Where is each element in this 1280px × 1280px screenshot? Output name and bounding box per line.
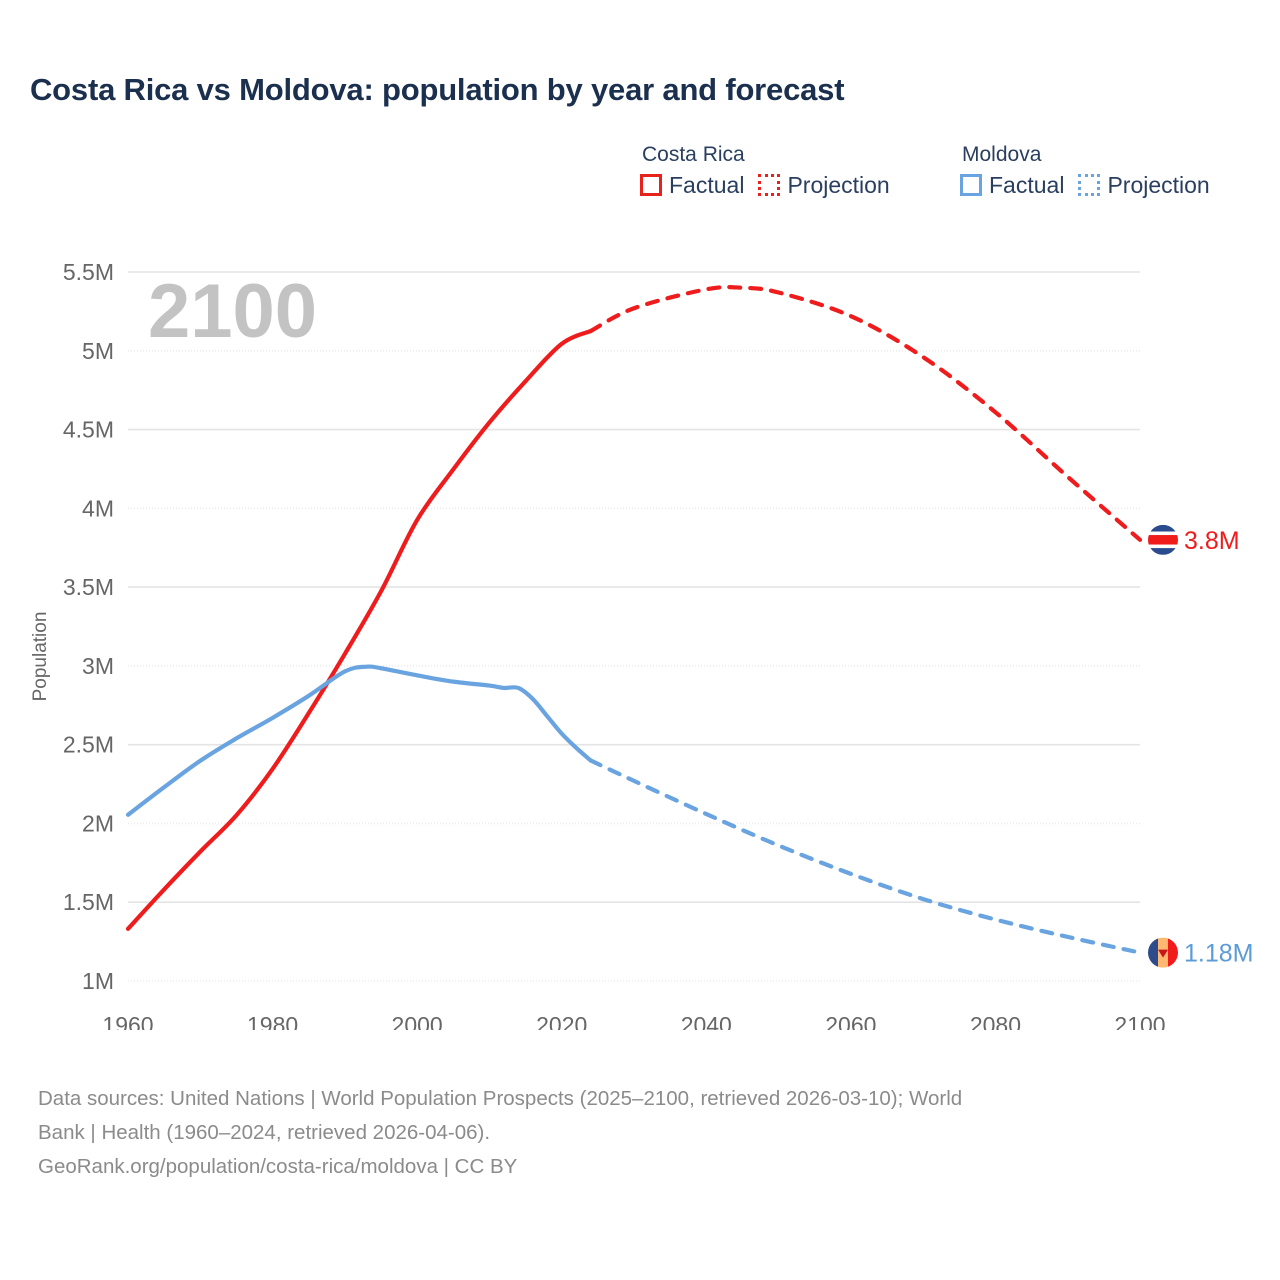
end-label-moldova: 1.18M xyxy=(1184,940,1253,968)
year-watermark: 2100 xyxy=(148,269,317,354)
footer-line-1: Data sources: United Nations | World Pop… xyxy=(38,1087,963,1110)
legend-item-label: Projection xyxy=(1107,172,1210,198)
y-tick-label: 3M xyxy=(82,653,114,679)
legend-group-moldova: Moldova Factual Projection xyxy=(960,142,1260,198)
chart-series-lines xyxy=(125,284,1143,955)
x-tick-label: 1980 xyxy=(247,1012,298,1030)
legend-item-costa-rica-projection[interactable]: Projection xyxy=(758,172,890,198)
costa-rica-flag-icon xyxy=(1148,524,1178,555)
legend-swatch-solid-icon xyxy=(640,174,662,196)
footer-line-3: GeoRank.org/population/costa-rica/moldov… xyxy=(38,1155,518,1178)
legend-item-moldova-factual[interactable]: Factual xyxy=(960,172,1064,198)
footer-line-2: Bank | Health (1960–2024, retrieved 2026… xyxy=(38,1121,491,1144)
y-tick-label: 3.5M xyxy=(63,574,114,600)
end-label-costa-rica: 3.8M xyxy=(1184,527,1240,555)
page-title: Costa Rica vs Moldova: population by yea… xyxy=(30,72,845,107)
y-axis-title: Population xyxy=(30,612,51,702)
x-tick-label: 2040 xyxy=(681,1012,732,1030)
legend-group-title: Costa Rica xyxy=(642,143,745,166)
y-tick-label: 4.5M xyxy=(63,417,114,443)
chart-legend: Costa Rica Factual Projection Moldova Fa… xyxy=(640,142,1260,198)
series-line-costa-rica-factual xyxy=(125,328,593,931)
legend-swatch-dotted-icon xyxy=(758,174,781,196)
chart-plot-area: 1M 1.5M 2M 2.5M 3M 3.5M 4M 4.5M 5M 5.5M 1960 1980 2… xyxy=(30,259,1253,1030)
legend-item-label: Factual xyxy=(989,172,1065,198)
legend-item-label: Factual xyxy=(669,172,745,198)
y-tick-label: 1M xyxy=(82,968,114,994)
x-tick-label: 2080 xyxy=(970,1012,1021,1030)
chart-end-markers: 3.8M 1.18M xyxy=(1148,524,1253,968)
legend-swatch-solid-icon xyxy=(960,174,982,196)
y-tick-label: 5M xyxy=(82,338,114,364)
legend-group-costa-rica: Costa Rica Factual Projection xyxy=(640,142,960,198)
legend-group-title: Moldova xyxy=(962,143,1042,166)
y-tick-label: 2.5M xyxy=(63,732,114,758)
chart-footer: Data sources: United Nations | World Pop… xyxy=(38,1082,1238,1184)
moldova-flag-icon xyxy=(1148,937,1178,968)
y-tick-label: 1.5M xyxy=(63,889,114,915)
y-tick-label: 4M xyxy=(82,495,114,521)
y-tick-label: 2M xyxy=(82,810,114,836)
x-tick-label: 2100 xyxy=(1114,1012,1165,1030)
legend-item-moldova-projection[interactable]: Projection xyxy=(1078,172,1210,198)
x-tick-label: 2020 xyxy=(536,1012,587,1030)
x-tick-label: 2000 xyxy=(392,1012,443,1030)
chart-gridlines xyxy=(128,271,1140,982)
chart-y-tick-labels: 1M 1.5M 2M 2.5M 3M 3.5M 4M 4.5M 5M 5.5M xyxy=(63,259,114,994)
chart-x-tick-labels: 1960 1980 2000 2020 2040 2060 2080 2100 xyxy=(102,1012,1165,1030)
series-line-costa-rica-projection xyxy=(588,284,1143,542)
y-tick-label: 5.5M xyxy=(63,259,114,285)
legend-item-costa-rica-factual[interactable]: Factual xyxy=(640,172,744,198)
legend-item-label: Projection xyxy=(787,172,890,198)
series-line-moldova-projection xyxy=(588,758,1143,955)
x-tick-label: 1960 xyxy=(102,1012,153,1030)
legend-swatch-dotted-icon xyxy=(1078,174,1101,196)
x-tick-label: 2060 xyxy=(825,1012,876,1030)
series-line-moldova-factual xyxy=(125,664,593,817)
